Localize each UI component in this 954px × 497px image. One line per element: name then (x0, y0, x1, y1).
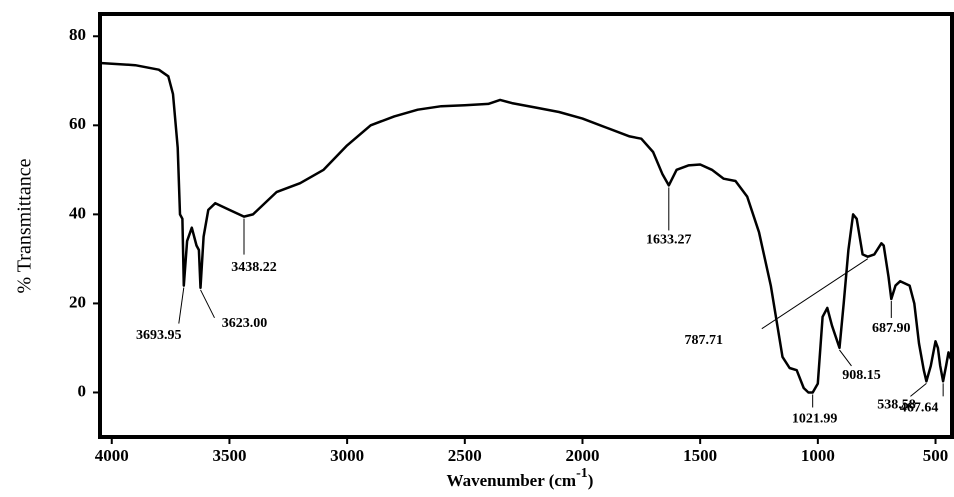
y-tick-label: 20 (69, 292, 86, 311)
y-axis-label: % Transmittance (14, 158, 36, 293)
y-tick-label: 0 (78, 381, 87, 400)
x-axis-label: Wavenumber (cm-1) (447, 466, 594, 490)
peak-leader (839, 349, 852, 367)
x-label-suffix: ) (588, 471, 594, 490)
x-tick-label: 2000 (565, 446, 599, 465)
peak-label: 538.58 (877, 398, 916, 413)
peak-label: 1633.27 (646, 233, 692, 248)
peak-label: 3438.22 (231, 260, 277, 275)
spectrum-line (99, 61, 952, 394)
x-tick-label: 3500 (212, 446, 246, 465)
y-tick-label: 60 (69, 114, 86, 133)
x-tick-label: 500 (923, 446, 949, 465)
peak-leader (910, 382, 927, 397)
y-tick-label: 80 (69, 25, 86, 44)
x-label-text: Wavenumber (cm (447, 471, 577, 490)
peak-label: 687.90 (872, 321, 911, 336)
peak-label: 3693.95 (136, 328, 182, 343)
peak-label: 908.15 (842, 368, 881, 383)
peak-label: 3623.00 (222, 316, 268, 331)
y-tick-label: 40 (69, 203, 86, 222)
peak-leader (761, 258, 869, 330)
peak-leader (200, 289, 215, 319)
peak-label: 467.64 (900, 401, 939, 416)
x-tick-label: 1000 (801, 446, 835, 465)
peak-leader (178, 287, 185, 324)
peak-label: 1021.99 (792, 412, 838, 427)
x-tick-label: 3000 (330, 446, 364, 465)
x-tick-label: 4000 (95, 446, 129, 465)
x-label-sup: -1 (576, 466, 588, 481)
plot-frame (98, 12, 954, 439)
x-tick-label: 2500 (448, 446, 482, 465)
x-tick-label: 1500 (683, 446, 717, 465)
peak-label: 787.71 (685, 333, 724, 348)
